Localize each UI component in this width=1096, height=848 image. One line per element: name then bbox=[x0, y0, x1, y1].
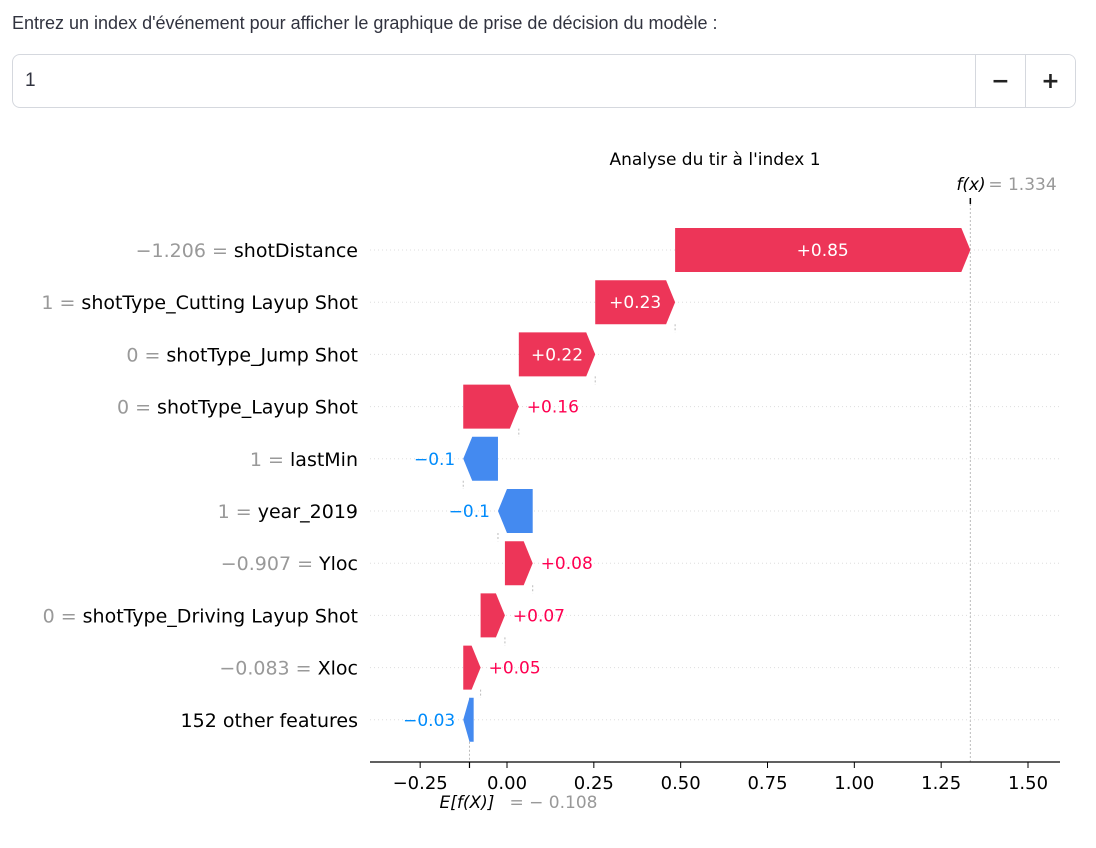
decrement-button[interactable]: − bbox=[975, 55, 1025, 107]
positive-bar bbox=[463, 645, 481, 690]
feature-name: year_2019 bbox=[258, 501, 358, 523]
positive-bar bbox=[463, 384, 519, 429]
feature-name: shotType_Cutting Layup Shot bbox=[81, 292, 358, 314]
feature-value: −0.083 = bbox=[219, 658, 317, 680]
feature-name: Xloc bbox=[318, 658, 358, 680]
contribution-label: −0.03 bbox=[403, 711, 455, 731]
feature-value: 0 = bbox=[117, 397, 157, 419]
feature-label: −0.907 = Yloc bbox=[221, 553, 358, 575]
x-tick-label: −0.25 bbox=[393, 773, 448, 794]
feature-name: 152 other features bbox=[181, 710, 358, 732]
x-tick-label: 1.00 bbox=[834, 773, 874, 794]
contribution-label: +0.05 bbox=[489, 659, 541, 679]
feature-name: shotType_Layup Shot bbox=[157, 397, 358, 419]
chart-title: Analyse du tir à l'index 1 bbox=[609, 150, 820, 170]
feature-value: 1 = bbox=[41, 292, 81, 314]
feature-label: 0 = shotType_Jump Shot bbox=[126, 344, 358, 366]
contribution-label: +0.08 bbox=[541, 554, 593, 574]
feature-label: −0.083 = Xloc bbox=[219, 658, 358, 680]
feature-value: 1 = bbox=[218, 501, 258, 523]
contribution-label: +0.22 bbox=[531, 345, 583, 365]
feature-value: −1.206 = bbox=[136, 240, 234, 262]
contribution-label: −0.1 bbox=[449, 502, 490, 522]
fx-label: f(x) bbox=[956, 175, 985, 195]
contribution-label: +0.23 bbox=[609, 293, 661, 313]
feature-name: shotType_Jump Shot bbox=[166, 344, 358, 366]
ex-label: E[f(X)] bbox=[439, 793, 494, 813]
feature-value: −0.907 = bbox=[221, 553, 319, 575]
event-index-input[interactable] bbox=[13, 55, 975, 107]
event-index-stepper: − + bbox=[12, 54, 1076, 108]
feature-label: −1.206 = shotDistance bbox=[136, 240, 358, 262]
feature-label: 1 = year_2019 bbox=[218, 501, 358, 523]
feature-value: 0 = bbox=[126, 344, 166, 366]
negative-bar bbox=[497, 489, 533, 533]
positive-bar bbox=[480, 593, 505, 638]
feature-label: 1 = lastMin bbox=[250, 449, 358, 471]
number-input-label: Entrez un index d'événement pour affiche… bbox=[12, 13, 718, 33]
contribution-label: +0.16 bbox=[527, 398, 579, 418]
negative-bar bbox=[463, 697, 474, 742]
negative-bar bbox=[463, 436, 498, 481]
positive-bar bbox=[675, 228, 971, 272]
positive-bar bbox=[518, 332, 596, 377]
feature-name: lastMin bbox=[290, 449, 358, 471]
ex-value: = − 0.108 bbox=[509, 793, 597, 813]
feature-name: shotDistance bbox=[234, 240, 358, 262]
contribution-label: −0.1 bbox=[414, 450, 455, 470]
fx-value: = 1.334 bbox=[988, 175, 1056, 195]
positive-bar bbox=[595, 280, 676, 325]
feature-name: Yloc bbox=[318, 553, 358, 575]
waterfall-chart: Analyse du tir à l'index 1 f(x) = 1.334 −1.… bbox=[41, 150, 1060, 813]
increment-button[interactable]: + bbox=[1025, 55, 1075, 107]
contribution-label: +0.07 bbox=[513, 606, 565, 626]
x-tick-label: 0.75 bbox=[747, 773, 787, 794]
feature-label: 0 = shotType_Driving Layup Shot bbox=[43, 605, 358, 627]
feature-label: 0 = shotType_Layup Shot bbox=[117, 397, 358, 419]
feature-label: 152 other features bbox=[181, 710, 358, 732]
feature-name: shotType_Driving Layup Shot bbox=[83, 605, 358, 627]
positive-bar bbox=[504, 541, 533, 586]
x-tick-label: 1.50 bbox=[1008, 773, 1048, 794]
x-tick-label: 0.50 bbox=[661, 773, 701, 794]
x-tick-label: 0.25 bbox=[574, 773, 614, 794]
contribution-label: +0.85 bbox=[797, 241, 849, 261]
feature-value: 1 = bbox=[250, 449, 290, 471]
x-tick-label: 1.25 bbox=[921, 773, 961, 794]
feature-label: 1 = shotType_Cutting Layup Shot bbox=[41, 292, 358, 314]
feature-value: 0 = bbox=[43, 605, 83, 627]
x-tick-label: 0.00 bbox=[487, 773, 527, 794]
